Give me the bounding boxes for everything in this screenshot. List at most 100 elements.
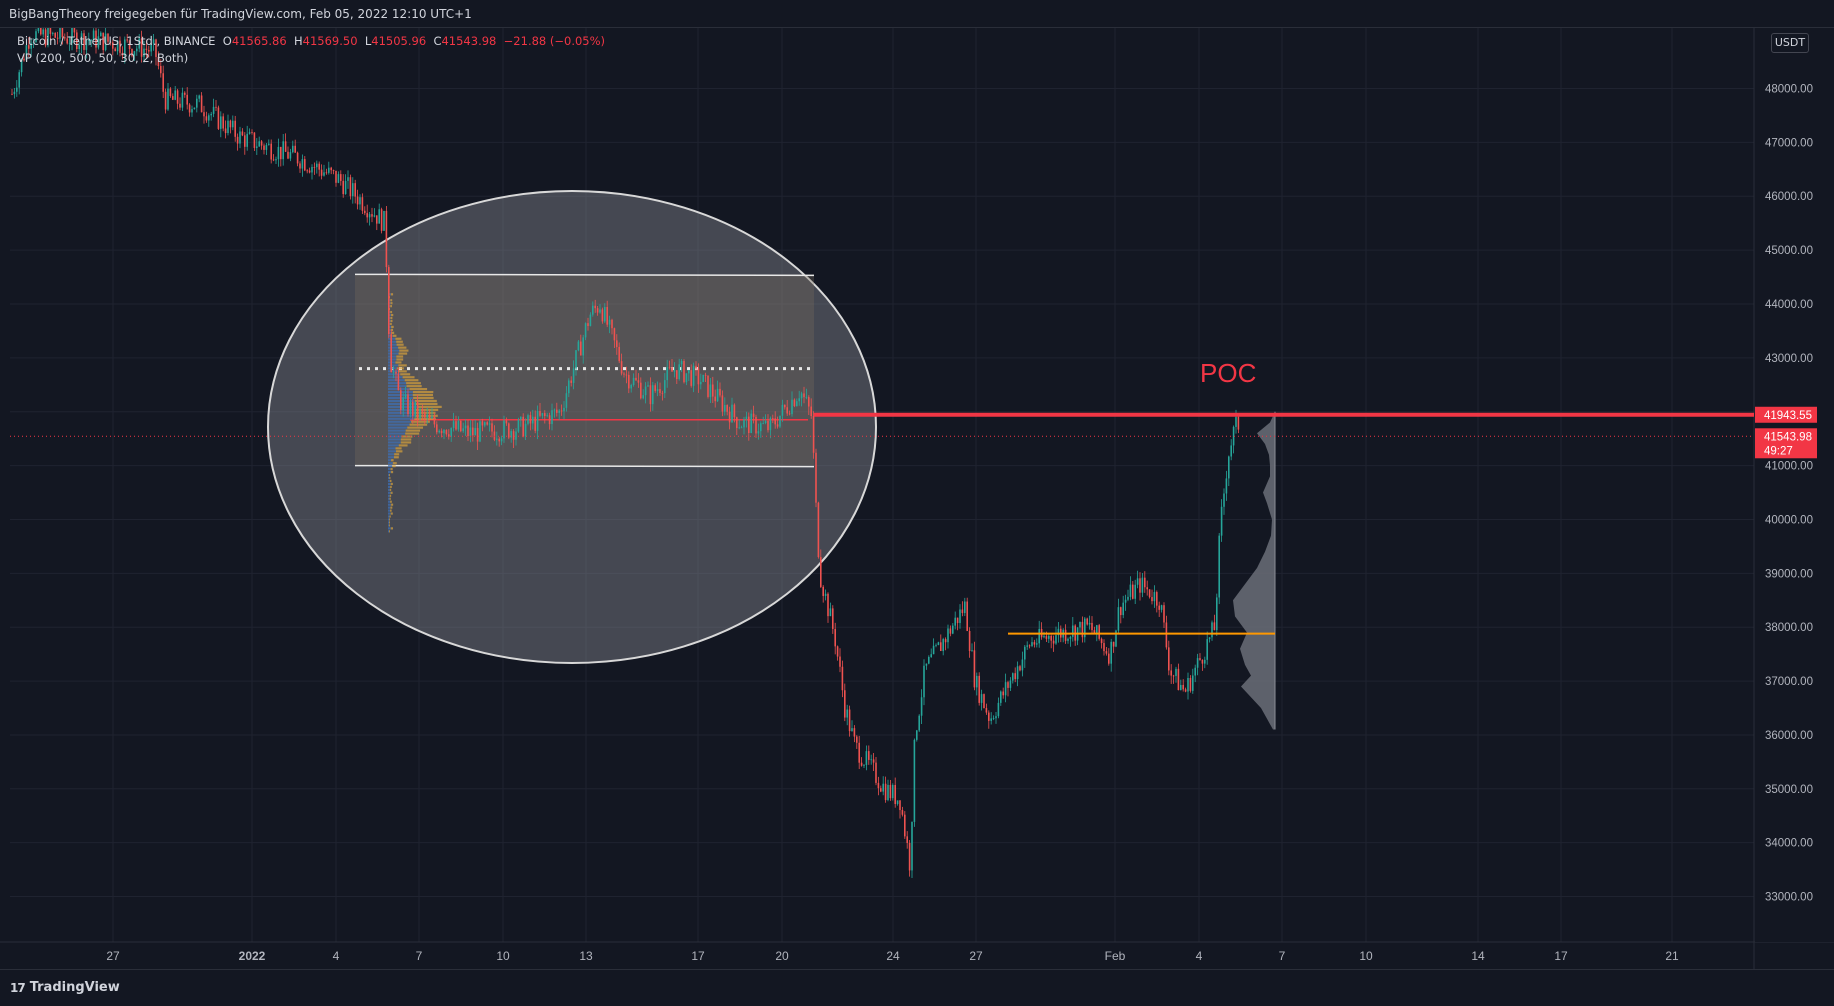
open-value: 41565.86 (232, 34, 287, 48)
candle-down (974, 650, 976, 687)
candle-up (1026, 645, 1028, 646)
candle-up (249, 132, 251, 134)
time-tick-label: 2022 (239, 949, 266, 963)
candle-down (448, 434, 450, 437)
candle-up (1223, 494, 1225, 507)
vp-bar-down (391, 332, 394, 334)
bottom-bar: 17 TradingView (0, 969, 1834, 1006)
candle-up (1130, 585, 1132, 597)
candle-down (988, 713, 990, 721)
candle-up (1137, 578, 1139, 584)
candle-up (599, 309, 601, 312)
candle-up (462, 428, 464, 431)
indicator-legend-row[interactable]: VP (200, 500, 50, 30, 2, Both) (17, 51, 605, 68)
candle-down (966, 602, 968, 631)
vp-bar-down (399, 444, 408, 446)
candle-up (501, 438, 503, 441)
price-tick-label: 43000.00 (1765, 353, 1813, 365)
vp-bar-up (388, 518, 389, 520)
vp-bar-down (401, 441, 411, 443)
vp-bar-down (392, 465, 395, 467)
candle-up (1017, 666, 1019, 679)
candle-up (266, 145, 268, 150)
candle-up (174, 90, 176, 99)
candle-down (467, 426, 469, 436)
symbol-name[interactable]: Bitcoin / TetherUS, 1Std., BINANCE (17, 34, 215, 48)
candle-down (530, 415, 532, 423)
vp-bar-up (388, 471, 391, 473)
change-value: −21.88 (−0.05%) (504, 34, 605, 48)
candle-up (374, 215, 376, 216)
candle-up (681, 361, 683, 364)
candle-up (930, 654, 932, 657)
candle-up (938, 642, 940, 645)
candle-up (414, 402, 416, 416)
candle-down (803, 393, 805, 397)
vp-bar-up (388, 486, 390, 488)
candle-down (894, 785, 896, 804)
candle-up (465, 426, 467, 429)
vp-bar-down (389, 474, 390, 476)
candle-up (959, 610, 961, 623)
candle-down (669, 367, 671, 368)
vp-bar-down (407, 385, 422, 387)
candle-down (170, 89, 172, 96)
candle-up (798, 398, 800, 401)
price-tick-label: 35000.00 (1765, 784, 1813, 796)
candle-down (234, 121, 236, 137)
candle-up (302, 159, 304, 168)
candle-up (1031, 642, 1033, 646)
vp-bar-down (390, 489, 391, 491)
candle-down (690, 370, 692, 386)
high-label: H (294, 34, 303, 48)
indicator-name[interactable]: VP (200, 500, 50, 30, 2, Both) (17, 51, 188, 65)
price-tick-label: 36000.00 (1765, 730, 1813, 742)
candle-up (292, 146, 294, 152)
candle-down (875, 763, 877, 783)
candle-down (878, 783, 880, 788)
candle-up (806, 397, 808, 398)
candle-down (186, 95, 188, 105)
vp-bar-up (388, 504, 391, 506)
candle-down (225, 128, 227, 133)
time-axis[interactable]: 27 2022 4 7 10 13 17 20 24 27 Feb 4 7 10 14 17 21 (106, 949, 1679, 963)
candle-up (1067, 639, 1069, 641)
candle-up (1226, 478, 1228, 493)
candle-up (256, 146, 258, 147)
currency-button[interactable]: USDT (1771, 33, 1809, 53)
candle-down (606, 307, 608, 325)
candle-down (849, 710, 851, 732)
candle-down (774, 418, 776, 424)
candle-up (518, 420, 520, 432)
candle-down (400, 390, 402, 410)
candle-up (765, 421, 767, 423)
candle-down (508, 423, 510, 437)
price-axis[interactable]: 48000.00 47000.00 46000.00 45000.00 44000.00… (1755, 28, 1834, 942)
low-value: 41505.96 (371, 34, 426, 48)
vp-bar-up (388, 341, 396, 343)
candle-down (794, 400, 796, 406)
candle-down (1014, 673, 1016, 679)
vp-bar-down (393, 335, 397, 337)
candle-up (918, 716, 920, 731)
candle-up (770, 418, 772, 430)
candle-down (434, 417, 436, 425)
candle-up (232, 121, 234, 128)
vp-bar-down (391, 504, 393, 506)
candle-up (678, 364, 680, 379)
vp-bar-down (391, 293, 393, 295)
candle-up (779, 416, 781, 427)
volume-profile-right (1233, 412, 1275, 730)
candle-up (870, 759, 872, 760)
candle-up (710, 384, 712, 396)
candle-up (196, 99, 198, 108)
candle-up (954, 618, 956, 626)
vp-bar-down (397, 344, 404, 346)
candle-down (326, 172, 328, 173)
candle-down (455, 421, 457, 429)
symbol-legend-row[interactable]: Bitcoin / TetherUS, 1Std., BINANCE O4156… (17, 34, 605, 51)
candle-down (861, 763, 863, 766)
tradingview-logo[interactable]: 17 TradingView (10, 980, 120, 995)
candle-up (450, 428, 452, 437)
